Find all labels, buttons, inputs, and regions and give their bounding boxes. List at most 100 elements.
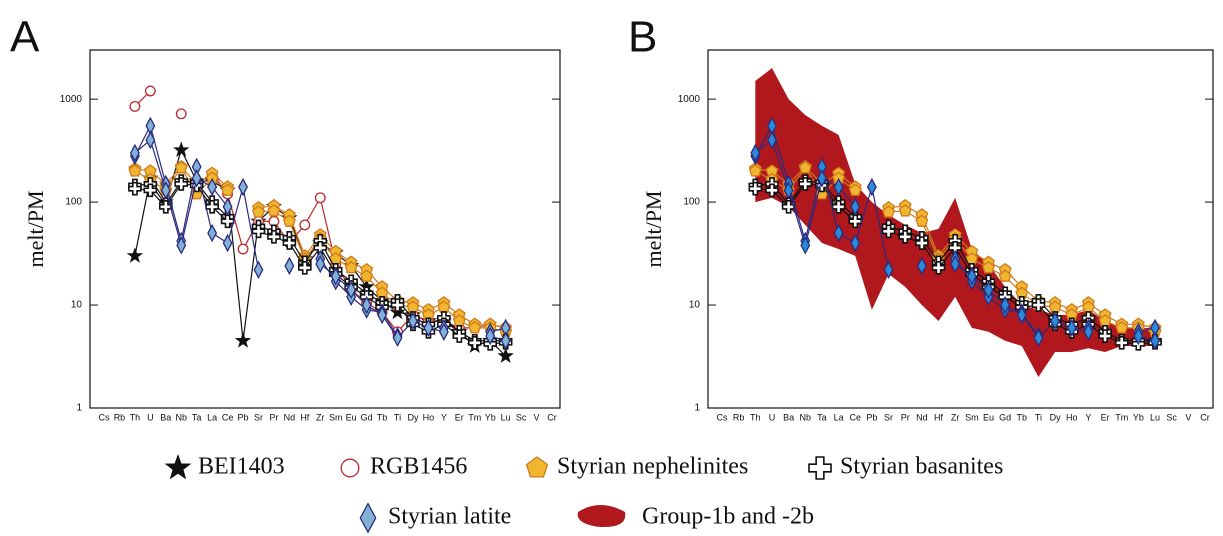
y-tick-label: 1000 [60, 94, 83, 105]
data-point [252, 205, 265, 218]
data-point [282, 236, 297, 250]
legend-label: RGB1456 [370, 454, 467, 480]
data-point [898, 230, 913, 244]
legend-label: BEI1403 [198, 454, 285, 480]
x-tick-label: Er [455, 412, 464, 422]
x-tick-label: Nb [175, 412, 187, 422]
y-axis-title: melt/PM [641, 190, 666, 267]
x-tick-label: Eu [983, 412, 994, 422]
data-point [438, 322, 449, 341]
data-point [1115, 321, 1129, 334]
data-point [174, 161, 188, 174]
data-point [1150, 331, 1160, 350]
x-tick-label: Ho [1066, 412, 1078, 422]
x-tick-label: Ba [160, 412, 171, 422]
data-point [452, 329, 467, 343]
data-point [1031, 298, 1046, 312]
data-point [497, 347, 514, 363]
data-point [1000, 295, 1011, 315]
x-tick-label: Th [130, 412, 141, 422]
x-tick-label: Ce [849, 412, 861, 422]
x-tick-label: Hf [300, 412, 309, 422]
data-point [129, 143, 140, 163]
x-tick-label: Gd [361, 412, 373, 422]
data-point [767, 130, 777, 150]
data-point [833, 223, 844, 243]
data-point [748, 181, 763, 196]
data-point [423, 318, 434, 338]
x-tick-label: U [147, 412, 154, 422]
data-point [468, 321, 482, 334]
x-tick-label: Dy [407, 412, 418, 422]
data-point [800, 236, 811, 255]
x-tick-label: Hf [934, 412, 943, 422]
data-point [220, 214, 235, 229]
x-tick-label: Yb [1133, 412, 1144, 422]
data-point [221, 183, 235, 196]
data-point [191, 169, 202, 188]
x-tick-label: Tb [1017, 412, 1028, 422]
legend-label: Styrian basanites [840, 454, 1003, 480]
data-point [377, 305, 388, 325]
x-tick-label: Cs [717, 412, 728, 422]
plot-frame [707, 49, 1214, 409]
x-tick-label: Cs [99, 412, 110, 422]
data-point [748, 164, 762, 177]
legend-marker [525, 456, 549, 478]
data-point [282, 214, 296, 227]
x-tick-label: Y [1085, 412, 1091, 422]
data-point [160, 181, 171, 200]
data-point [299, 219, 311, 231]
x-tick-label: Tm [468, 412, 481, 422]
x-tick-label: Eu [346, 412, 357, 422]
x-tick-label: Sc [516, 412, 527, 422]
legend-label: Group-1b and -2b [642, 504, 814, 530]
x-tick-label: Ti [1035, 412, 1042, 422]
data-point [267, 204, 281, 217]
x-tick-label: La [834, 412, 844, 422]
data-point [1098, 329, 1112, 343]
x-tick-label: Pb [866, 412, 877, 422]
legend-marker [340, 458, 360, 478]
x-tick-label: Tm [1115, 412, 1128, 422]
data-point [915, 214, 929, 227]
legend-marker [164, 453, 192, 480]
data-point [1114, 335, 1129, 350]
data-point [931, 260, 946, 275]
data-point [881, 224, 896, 239]
data-point [781, 199, 796, 214]
x-tick-label: Sr [254, 412, 263, 422]
data-point [1083, 322, 1094, 341]
data-point [408, 311, 418, 331]
x-tick-label: Sr [884, 412, 893, 422]
x-tick-label: Cr [547, 412, 557, 422]
data-point [173, 141, 190, 157]
data-point [251, 224, 266, 239]
band-area [755, 68, 1156, 378]
data-point [144, 85, 156, 97]
data-point [314, 192, 326, 204]
x-tick-label: Er [1101, 412, 1110, 422]
data-point [126, 247, 144, 263]
data-point [390, 298, 405, 312]
data-point [284, 256, 295, 276]
x-tick-label: V [534, 412, 540, 422]
data-point [253, 260, 264, 279]
data-point [848, 214, 863, 229]
data-point [816, 169, 827, 188]
legend-marker [808, 456, 832, 480]
data-point [882, 205, 896, 218]
data-point [360, 269, 374, 282]
x-tick-label: Pr [901, 412, 910, 422]
data-point [158, 199, 173, 214]
data-point [915, 236, 929, 250]
data-point [485, 326, 496, 346]
x-tick-label: Rb [733, 412, 745, 422]
data-point [207, 177, 218, 197]
data-point [1033, 328, 1044, 348]
x-tick-label: Nb [800, 412, 812, 422]
x-tick-label: Ta [192, 412, 202, 422]
data-point [174, 177, 189, 191]
data-point [765, 183, 779, 198]
